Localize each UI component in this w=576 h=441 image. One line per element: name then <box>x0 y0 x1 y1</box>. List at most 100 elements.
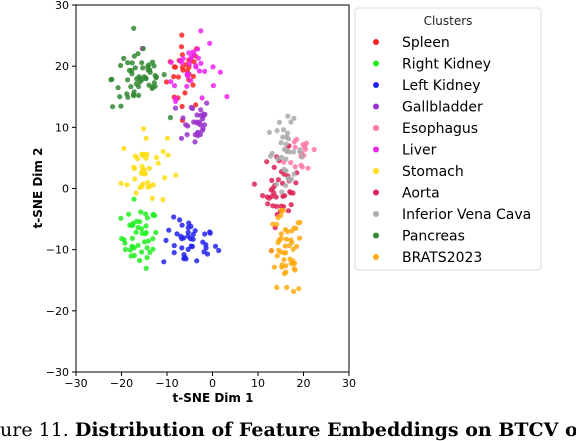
legend-item: Left Kidney <box>373 78 481 94</box>
scatter-point <box>200 239 206 245</box>
scatter-point <box>172 105 179 111</box>
scatter-point <box>139 60 145 66</box>
scatter-point <box>183 256 189 262</box>
scatter-point <box>124 182 130 188</box>
legend-label: Liver <box>402 143 437 159</box>
scatter-point <box>294 136 300 142</box>
scatter-point <box>280 193 286 199</box>
scatter-point <box>147 69 153 75</box>
legend-marker <box>373 146 379 153</box>
scatter-point <box>139 230 145 236</box>
scatter-point <box>193 102 199 108</box>
scatter-point <box>284 229 290 235</box>
scatter-point <box>286 243 292 249</box>
scatter-point <box>200 125 206 131</box>
scatter-point <box>275 156 281 162</box>
scatter-point <box>282 243 288 249</box>
scatter-point <box>179 222 185 228</box>
legend-marker <box>373 39 379 45</box>
scatter-point <box>178 135 185 141</box>
scatter-point <box>136 74 142 80</box>
scatter-point <box>289 228 295 234</box>
legend-label: Left Kidney <box>402 78 481 94</box>
scatter-point <box>171 214 177 220</box>
scatter-point <box>302 146 308 152</box>
scatter-point <box>139 163 145 169</box>
legend-marker <box>373 168 379 174</box>
scatter-point <box>168 59 174 65</box>
scatter-point <box>182 90 188 96</box>
legend-label: Pancreas <box>402 229 465 245</box>
scatter-point <box>283 236 289 242</box>
scatter-point <box>198 28 204 34</box>
caption-prefix: ure 11. <box>0 419 75 441</box>
scatter-point <box>152 83 158 89</box>
scatter-point <box>140 65 146 71</box>
scatter-point <box>185 246 191 252</box>
scatter-point <box>269 248 275 254</box>
scatter-point <box>284 134 290 140</box>
scatter-point <box>137 257 143 264</box>
y-tick-label: 20 <box>55 60 69 73</box>
scatter-point <box>194 258 200 264</box>
scatter-point <box>138 209 144 215</box>
legend-item: BRATS2023 <box>373 250 482 266</box>
scatter-point <box>173 172 179 178</box>
scatter-point <box>195 55 201 61</box>
scatter-point <box>133 190 139 196</box>
scatter-point <box>292 144 298 150</box>
scatter-point <box>278 207 284 213</box>
scatter-point <box>163 79 170 85</box>
scatter-point <box>161 259 167 265</box>
scatter-point <box>283 269 289 275</box>
scatter-point <box>145 238 151 244</box>
legend-marker <box>373 82 379 88</box>
scatter-point <box>171 243 177 249</box>
scatter-point <box>271 264 277 270</box>
scatter-point <box>177 217 183 223</box>
scatter-point <box>251 181 257 187</box>
scatter-point <box>188 78 194 84</box>
scatter-point <box>190 105 196 112</box>
scatter-point <box>173 98 179 104</box>
scatter-point <box>144 245 150 251</box>
scatter-point <box>147 249 153 255</box>
legend-item: Esophagus <box>373 121 478 137</box>
scatter-point <box>185 229 191 235</box>
scatter-point <box>128 253 134 259</box>
scatter-point <box>271 190 277 196</box>
scatter-point <box>264 194 270 200</box>
scatter-point <box>295 220 301 226</box>
scatter-point <box>118 62 124 69</box>
legend-marker <box>373 232 379 239</box>
scatter-point <box>281 204 287 210</box>
scatter-point <box>274 221 280 227</box>
legend-label: Gallbladder <box>402 100 483 116</box>
scatter-point <box>149 195 155 201</box>
scatter-point <box>279 262 285 268</box>
scatter-point <box>143 230 149 236</box>
scatter-point <box>163 237 169 243</box>
scatter-point <box>193 64 199 70</box>
legend-item: Stomach <box>373 164 464 180</box>
legend-label: Inferior Vena Cava <box>402 207 531 223</box>
scatter-point <box>118 180 124 186</box>
scatter-point <box>275 215 281 221</box>
scatter-point <box>269 177 275 183</box>
y-tick-label: 0 <box>62 183 69 196</box>
scatter-point <box>136 92 142 98</box>
scatter-point <box>175 74 181 80</box>
y-tick-label: −30 <box>46 366 69 379</box>
scatter-point <box>198 60 204 66</box>
legend-label: Esophagus <box>402 121 478 137</box>
scatter-point <box>139 226 145 232</box>
legend-title: Clusters <box>424 14 473 28</box>
legend-marker <box>373 103 379 110</box>
scatter-point <box>192 132 198 138</box>
x-tick-label: 20 <box>297 377 311 390</box>
scatter-point <box>129 68 135 74</box>
scatter-point <box>150 236 156 242</box>
scatter-point <box>191 119 197 125</box>
scatter-point <box>210 64 216 70</box>
scatter-point <box>125 60 131 66</box>
